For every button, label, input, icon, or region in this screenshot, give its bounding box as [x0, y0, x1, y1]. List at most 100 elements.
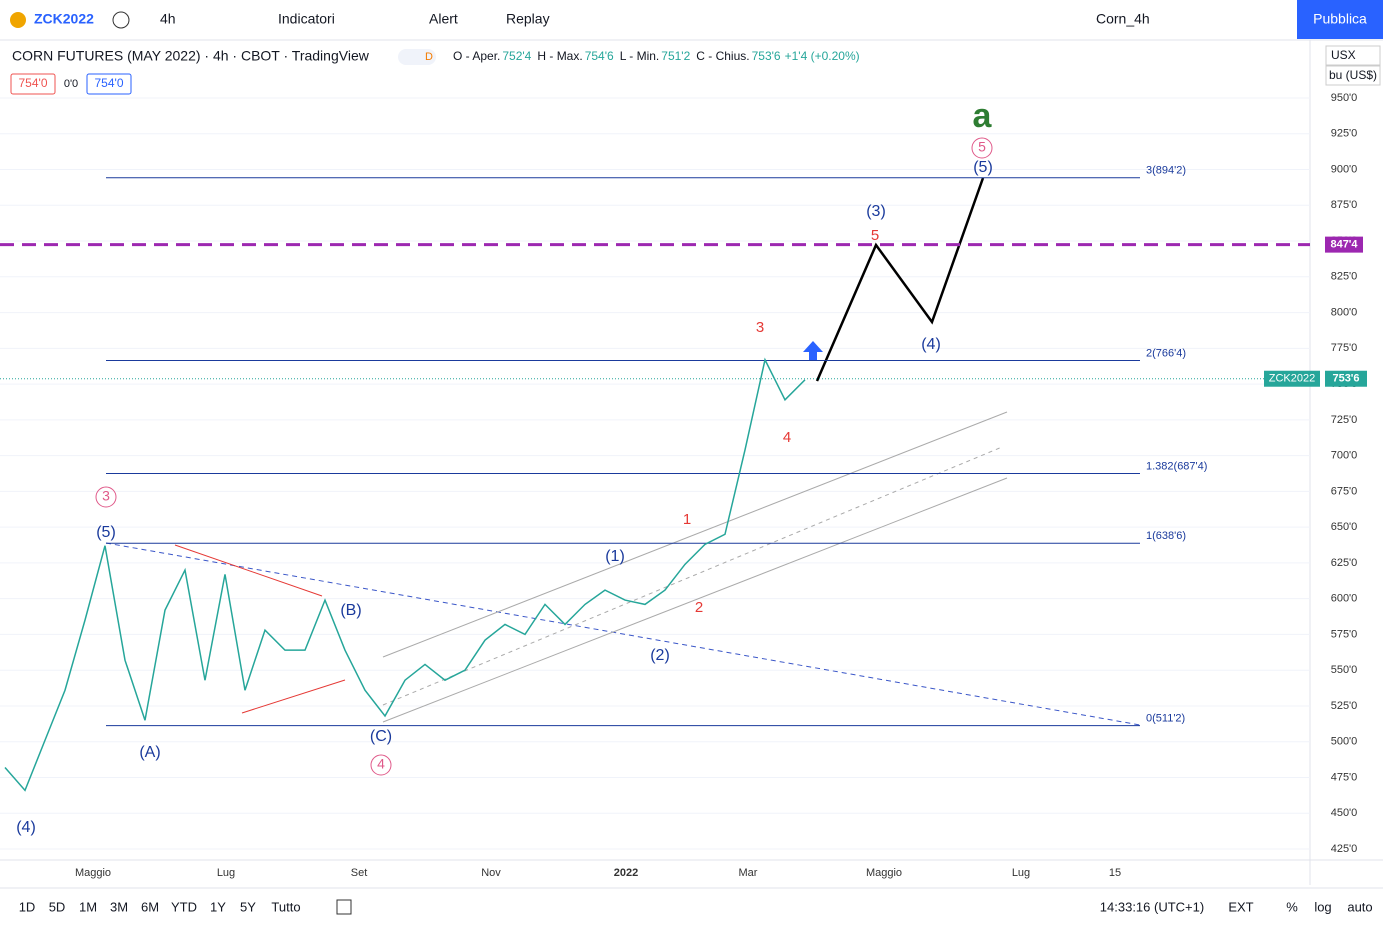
range-button[interactable]: 1Y: [210, 899, 226, 914]
add-symbol[interactable]: [112, 11, 130, 29]
wave-label: (4): [921, 336, 941, 353]
wave-label: 3: [102, 488, 110, 504]
unit[interactable]: bu (US$): [1329, 68, 1377, 82]
wave-label: (1): [605, 548, 625, 565]
range-button[interactable]: 1D: [19, 899, 36, 914]
wave-label: 1: [683, 511, 691, 528]
y-tick-label: 950'0: [1331, 92, 1358, 104]
y-tick-label: 500'0: [1331, 736, 1358, 748]
wave-label: 5: [871, 227, 879, 244]
wave-label: 4: [783, 429, 791, 446]
y-tick-label: 425'0: [1331, 843, 1358, 855]
o: 752'4: [502, 49, 531, 63]
currency[interactable]: USX: [1331, 48, 1356, 62]
wave-label: (5): [973, 159, 993, 176]
triangle-line: [174, 544, 323, 597]
fib-label: 3(894'2): [1146, 165, 1186, 177]
auto[interactable]: auto: [1347, 899, 1372, 914]
layout-name[interactable]: Corn_4h: [1096, 11, 1150, 27]
x-tick-label: 2022: [614, 867, 638, 879]
publish-label[interactable]: Pubblica: [1313, 11, 1367, 27]
currency-box[interactable]: [1325, 45, 1381, 66]
date-range-icon[interactable]: [336, 899, 352, 915]
wave-label: 2: [695, 599, 703, 616]
replay[interactable]: Replay: [506, 11, 550, 27]
log[interactable]: log: [1314, 899, 1331, 914]
wave-label: (2): [650, 647, 670, 664]
y-tick-label: 900'0: [1331, 163, 1358, 175]
last-symbol-tag: [1264, 370, 1320, 387]
h-label: H - Max.: [537, 49, 582, 63]
indicators[interactable]: Indicatori: [278, 11, 335, 27]
range-button[interactable]: Tutto: [271, 899, 300, 914]
y-tick-label: 675'0: [1331, 485, 1358, 497]
triangle-line: [241, 679, 346, 714]
x-tick-label: Maggio: [75, 867, 111, 879]
x-tick-label: Maggio: [866, 867, 902, 879]
ext[interactable]: EXT: [1228, 899, 1253, 914]
drawings: [105, 177, 1141, 726]
trend-line: [105, 542, 1141, 726]
legend-title: CORN FUTURES (MAY 2022) · 4h · CBOT · Tr…: [12, 48, 370, 64]
wave-label: (B): [340, 602, 361, 619]
channel-mid: [382, 446, 1003, 706]
range-button[interactable]: 1M: [79, 899, 97, 914]
interval[interactable]: 4h: [160, 11, 176, 27]
target-label: 847'4: [1330, 239, 1358, 251]
o-label: O - Aper.: [453, 49, 500, 63]
bid[interactable]: 754'0: [19, 76, 48, 90]
y-tick-label: 775'0: [1331, 342, 1358, 354]
channel-line: [382, 477, 1008, 723]
badge: D: [425, 51, 433, 63]
symbol[interactable]: ZCK2022: [34, 11, 94, 27]
y-tick-label: 925'0: [1331, 128, 1358, 140]
range-button[interactable]: YTD: [171, 899, 197, 914]
spread: 0'0: [64, 78, 78, 90]
ask-box[interactable]: [86, 73, 132, 95]
publish-button[interactable]: [1297, 0, 1383, 39]
wave-label: (3): [866, 203, 886, 220]
percent[interactable]: %: [1286, 899, 1298, 914]
y-tick-label: 825'0: [1331, 271, 1358, 283]
last-symbol: ZCK2022: [1269, 373, 1315, 385]
fib-label: 0(511'2): [1146, 713, 1185, 725]
channel-line: [382, 411, 1008, 658]
bid-box[interactable]: [10, 73, 56, 95]
wave-label: (4): [16, 819, 36, 836]
range-button[interactable]: 5D: [49, 899, 66, 914]
ask[interactable]: 754'0: [95, 76, 124, 90]
badge-bg: [398, 49, 436, 65]
y-tick-label: 525'0: [1331, 700, 1358, 712]
wave-label: a: [973, 97, 993, 135]
wave-circle: [971, 137, 993, 159]
alert[interactable]: Alert: [429, 11, 458, 27]
bottom-bar: 1D 5D 1M 3M 6M YTD 1Y 5Y Tutto 14:33:16 (UTC+1) EX…: [19, 899, 1373, 915]
l-label: L - Min.: [620, 49, 660, 63]
y-tick-label: 625'0: [1331, 557, 1358, 569]
x-tick-label: 15: [1109, 867, 1121, 879]
y-tick-label: 475'0: [1331, 771, 1358, 783]
up-arrow: [803, 341, 823, 360]
x-tick-label: Lug: [1012, 867, 1030, 879]
range-button[interactable]: 5Y: [240, 899, 256, 914]
h: 754'6: [585, 49, 614, 63]
l: 751'2: [661, 49, 690, 63]
wave-label: 5: [978, 139, 986, 155]
toolbar-bg: [0, 0, 1383, 40]
ohlc: O - Aper. 752'4 H - Max. 754'6 L - Min. 751'2…: [453, 49, 860, 63]
y-tick-label: 550'0: [1331, 664, 1358, 676]
range-button[interactable]: 6M: [141, 899, 159, 914]
forecast-path: [815, 177, 985, 382]
fib-label: 1(638'6): [1146, 530, 1186, 542]
target-tag: [1325, 236, 1363, 253]
last-price-tag: [1325, 370, 1367, 387]
unit-box[interactable]: [1325, 65, 1381, 86]
y-tick-label: 650'0: [1331, 521, 1358, 533]
range-button[interactable]: 3M: [110, 899, 128, 914]
clock: 14:33:16 (UTC+1): [1100, 899, 1204, 914]
x-tick-label: Set: [351, 867, 368, 879]
x-tick-label: Mar: [739, 867, 758, 879]
change: +1'4 (+0.20%): [785, 49, 860, 63]
wave-circle: [370, 754, 392, 776]
